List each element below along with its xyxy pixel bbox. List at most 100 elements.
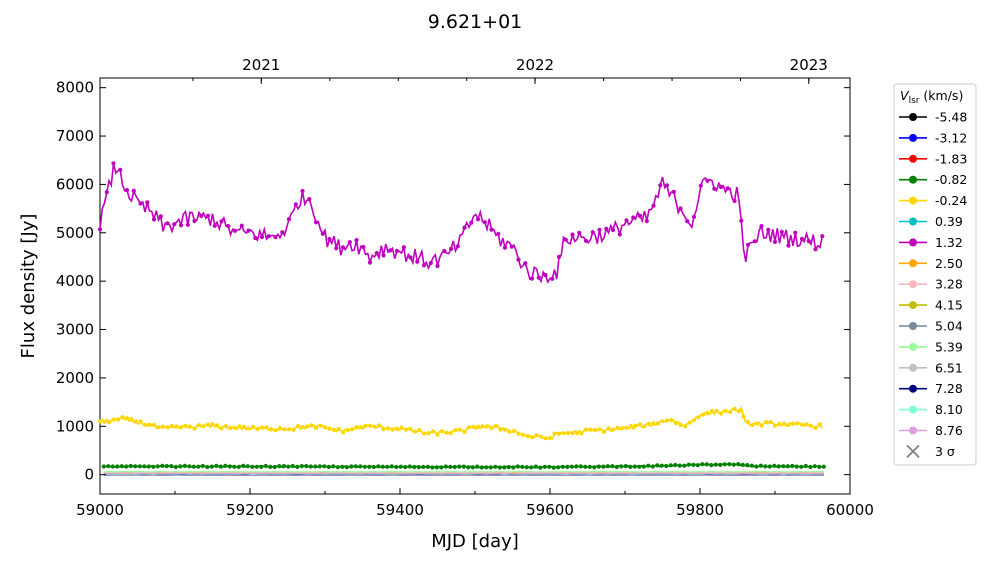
series-0-82-point [155,464,160,469]
series-0-82-point [812,464,817,469]
series-0-82-point [263,463,268,469]
series-0-24-point [259,425,265,430]
series-0-24-point [799,422,805,427]
legend-entry-4-15: 4.15 [899,298,963,313]
series-0-82-point [556,465,561,470]
series-1-32-point [415,259,420,264]
series-0-82-point [727,462,732,467]
series-0-24-point [313,425,319,430]
series-1-32-point [658,183,663,188]
series-1-32-point [489,227,494,232]
legend-entry-3-12: -3.12 [899,130,967,145]
series-1-32-point [556,254,562,259]
top-tick-label: 2021 [242,56,280,74]
legend-marker [909,154,917,163]
series-1-32-point [280,230,285,235]
series-1-32-point [239,223,244,228]
series-0-82-point [533,464,538,469]
series-0-82-point [484,465,489,470]
series-0-24-point [781,421,787,426]
series-0-82-point [781,464,786,469]
legend-marker [909,280,917,289]
series-1-32-point [313,220,319,225]
series-0-24-point [691,418,697,423]
series-1-32-point [671,189,676,194]
legend-marker [909,384,917,393]
series-1-32-point [583,238,589,243]
series-0-82-point [731,462,736,467]
series-0-82-point [178,464,183,469]
series-0-82-point [632,464,637,469]
top-tick-label: 2023 [790,56,828,74]
series-1-32-point [739,218,744,223]
series-0-24 [97,405,823,441]
series-1-32-point [212,223,217,228]
series-0-82-point [394,464,399,470]
series-0-82-point [529,465,534,470]
y-tick-label: 8000 [56,79,94,97]
x-tick-label: 59200 [226,501,274,519]
series-0-82-point [133,464,138,469]
legend-entry-5-48: -5.48 [899,110,967,125]
series-0-82-point [758,463,763,468]
series-0-82-point [664,463,669,469]
series-0-82-point [227,464,232,469]
series-0-82-point [412,464,417,470]
series-1-32-point [651,203,656,208]
series-0-24-point [561,431,566,436]
series-0-24-point [529,435,535,440]
x-tick-label: 59800 [676,501,724,519]
legend-marker [909,426,917,435]
series-0-24-point [516,431,521,436]
series-0-24-point [520,432,526,437]
legend-label: 1.32 [935,235,963,250]
series-1-32-point [286,217,292,222]
series-1-32-point [644,218,649,224]
series-0-82-point [479,465,484,470]
series-0-82-point [488,465,493,470]
series-0-82-point [713,462,718,467]
series-0-24-point [565,430,571,436]
legend-marker [909,238,917,247]
series-1-32-point [664,183,670,188]
legend-marker [909,113,917,121]
series-0-24-point [106,420,112,425]
series-0-82-point [259,464,264,469]
series-0-82-point [304,464,309,469]
series-1-32-point [199,213,204,219]
legend-label: 5.04 [935,319,963,334]
series-0-82-point [223,463,228,468]
series-0-82-point [772,463,777,468]
series-0-24-point [502,427,508,432]
series-1-32-point [536,275,541,280]
series-1-32-point [374,251,379,256]
series-0-24-point [426,431,431,436]
series-1-32-point [799,236,805,241]
series-0-82-point [173,464,178,470]
series-0-24-point [273,428,278,433]
series-0-24-point [129,417,134,422]
series-0-24-point [358,425,364,430]
series-0-82-point [817,464,822,469]
legend-entry-0-24: -0.24 [899,193,967,208]
series-1-32-point [340,245,346,250]
series-0-82-point [340,464,345,469]
series-0-82-point [821,464,826,469]
series-0-24-point [498,427,503,432]
series-0-24-point [201,424,206,429]
axis-ticks: 59000 59200 59400 59600 59800 60000 0 1000 2000 3… [56,56,874,519]
series-0-24-point [592,427,598,432]
series-0-82-point [380,464,385,469]
series-1-32-point [766,227,771,232]
series-0-82-point [434,465,439,470]
series-0-82-point [686,462,691,467]
series-1-32-point [691,214,697,219]
series-0-24-point [466,425,472,430]
series-0-24-point [120,415,125,420]
series-0-24-point [354,425,359,430]
series-0-24-point [484,424,490,429]
series-1-32-point [523,261,528,266]
series-0-82-point [137,464,142,469]
series-0-82-point [115,464,120,469]
series-0-24-point [543,436,548,441]
